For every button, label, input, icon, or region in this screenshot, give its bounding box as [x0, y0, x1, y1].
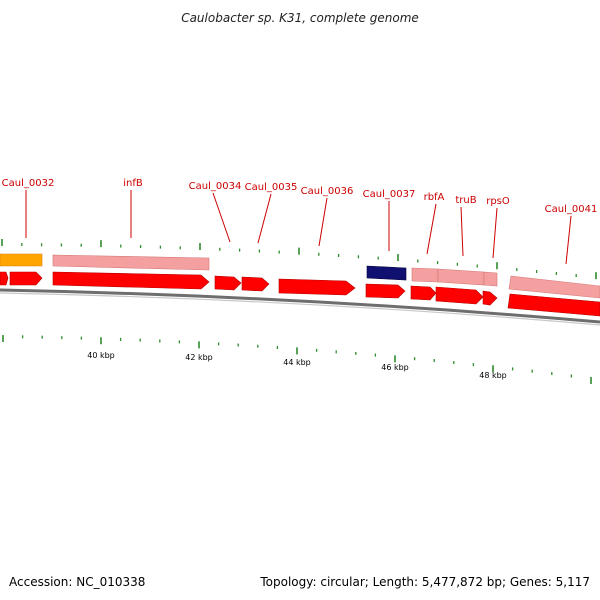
- cds-arrow-0[interactable]: [0, 271, 9, 286]
- topology-text: Topology: circular; Length: 5,477,872 bp…: [259, 575, 590, 589]
- tick-label: 44 kbp: [283, 358, 311, 367]
- upper-feature-track: [0, 253, 600, 299]
- gene-label[interactable]: truB: [455, 195, 476, 206]
- Caul_0036-arrow[interactable]: [278, 278, 356, 296]
- Caul_0037-feature[interactable]: [366, 265, 407, 281]
- tick-label: 46 kbp: [381, 363, 409, 372]
- rbfA-arrow[interactable]: [410, 285, 437, 301]
- lower-feature-track: [0, 271, 600, 317]
- gene-label[interactable]: rpsO: [486, 196, 510, 207]
- rna-feature-left[interactable]: [0, 253, 43, 267]
- Caul_0041-light-feature[interactable]: [508, 275, 600, 299]
- gene-label-layer: Caul_0032 infB Caul_0034 Caul_0035 Caul_0036…: [2, 178, 598, 265]
- map-title: Caulobacter sp. K31, complete genome: [181, 11, 419, 25]
- genome-backbone: [0, 288, 600, 324]
- gene-leader-line: [565, 215, 572, 265]
- gene-label[interactable]: Caul_0034: [189, 181, 242, 192]
- tick-label: 40 kbp: [87, 351, 115, 360]
- gene-label[interactable]: Caul_0032: [2, 178, 55, 189]
- Caul_0032-arrow[interactable]: [9, 271, 43, 286]
- gene-label[interactable]: rbfA: [424, 192, 445, 203]
- gene-label[interactable]: infB: [123, 178, 143, 189]
- position-tick-labels: 40 kbp 42 kbp 44 kbp 46 kbp 48 kbp: [87, 351, 507, 380]
- genome-backbone-shadow: [0, 292, 600, 326]
- outer-tick-track: [1, 239, 597, 280]
- gene-label[interactable]: Caul_0037: [363, 189, 416, 200]
- cds-arrow-0037[interactable]: [365, 283, 406, 299]
- rbfA-light-feature[interactable]: [411, 267, 439, 283]
- gene-leader-line: [212, 192, 231, 243]
- rpsO-light-feature[interactable]: [483, 271, 498, 287]
- gene-leader-line: [460, 206, 464, 257]
- tick-label: 48 kbp: [479, 371, 507, 380]
- gene-label[interactable]: Caul_0041: [545, 204, 598, 215]
- accession-text: Accession: NC_010338: [9, 575, 145, 589]
- rpsO-arrow[interactable]: [482, 290, 498, 306]
- infB-light-feature[interactable]: [52, 254, 210, 271]
- tick-label: 42 kbp: [185, 353, 213, 362]
- Caul_0035-arrow[interactable]: [241, 276, 270, 292]
- infB-arrow[interactable]: [52, 271, 210, 290]
- gene-label[interactable]: Caul_0035: [245, 182, 298, 193]
- gene-leader-line: [492, 207, 498, 259]
- gene-leader-line: [318, 197, 328, 247]
- Caul_0034-arrow[interactable]: [214, 275, 242, 291]
- truB-light-feature[interactable]: [437, 268, 485, 286]
- gene-leader-line: [257, 193, 272, 244]
- Caul_0041-arrow[interactable]: [507, 293, 600, 317]
- inner-tick-track: [2, 335, 592, 385]
- truB-arrow[interactable]: [435, 286, 484, 305]
- gene-label[interactable]: Caul_0036: [301, 186, 354, 197]
- gene-leader-line: [426, 203, 437, 255]
